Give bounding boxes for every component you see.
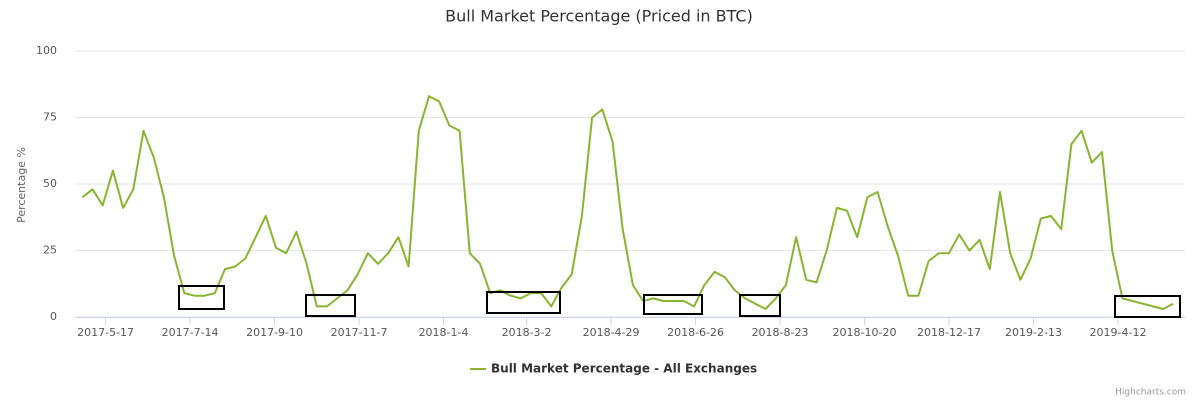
- chart-title: Bull Market Percentage (Priced in BTC): [445, 7, 753, 26]
- data-line: [81, 95, 1174, 310]
- x-tick-label: 2018-12-17: [917, 326, 981, 339]
- axes: 0 25 50 75 100 2017-5-17 2017-7-14 2017-9-10 201…: [36, 44, 1185, 376]
- highlight-box: [739, 294, 781, 317]
- x-tick-label: 2018-3-2: [502, 326, 552, 339]
- x-tick-label: 2019-4-12: [1090, 326, 1147, 339]
- y-tick-label: 25: [43, 244, 57, 257]
- credit[interactable]: Highcharts.com: [1115, 388, 1186, 398]
- x-tick-label: 2018-1-4: [419, 326, 469, 339]
- highlight-box: [643, 294, 703, 315]
- x-tick-label: 2017-9-10: [246, 326, 303, 339]
- x-tick-label: 2018-6-26: [667, 326, 724, 339]
- x-tick-label: 2017-5-17: [77, 326, 134, 339]
- highlight-box: [178, 285, 225, 310]
- y-tick-label: 0: [50, 310, 57, 323]
- x-tick-label: 2017-11-7: [331, 326, 388, 339]
- y-tick-label: 50: [43, 177, 57, 190]
- legend-label[interactable]: Bull Market Percentage - All Exchanges: [491, 362, 757, 376]
- legend: Bull Market Percentage - All Exchanges: [470, 362, 757, 376]
- x-tick-label: 2018-4-29: [583, 326, 640, 339]
- highlight-box: [486, 291, 561, 314]
- x-tick-label: 2018-10-20: [833, 326, 897, 339]
- y-tick-label: 75: [43, 111, 57, 124]
- y-axis-title: Percentage %: [15, 147, 28, 223]
- x-tick-label: 2019-2-13: [1005, 326, 1062, 339]
- y-tick-label: 100: [36, 44, 57, 57]
- highlight-box: [1114, 295, 1181, 318]
- x-tick-label: 2017-7-14: [162, 326, 219, 339]
- highlight-box: [305, 294, 356, 317]
- x-tick-label: 2018-8-23: [752, 326, 809, 339]
- annotation-boxes: [178, 285, 1181, 318]
